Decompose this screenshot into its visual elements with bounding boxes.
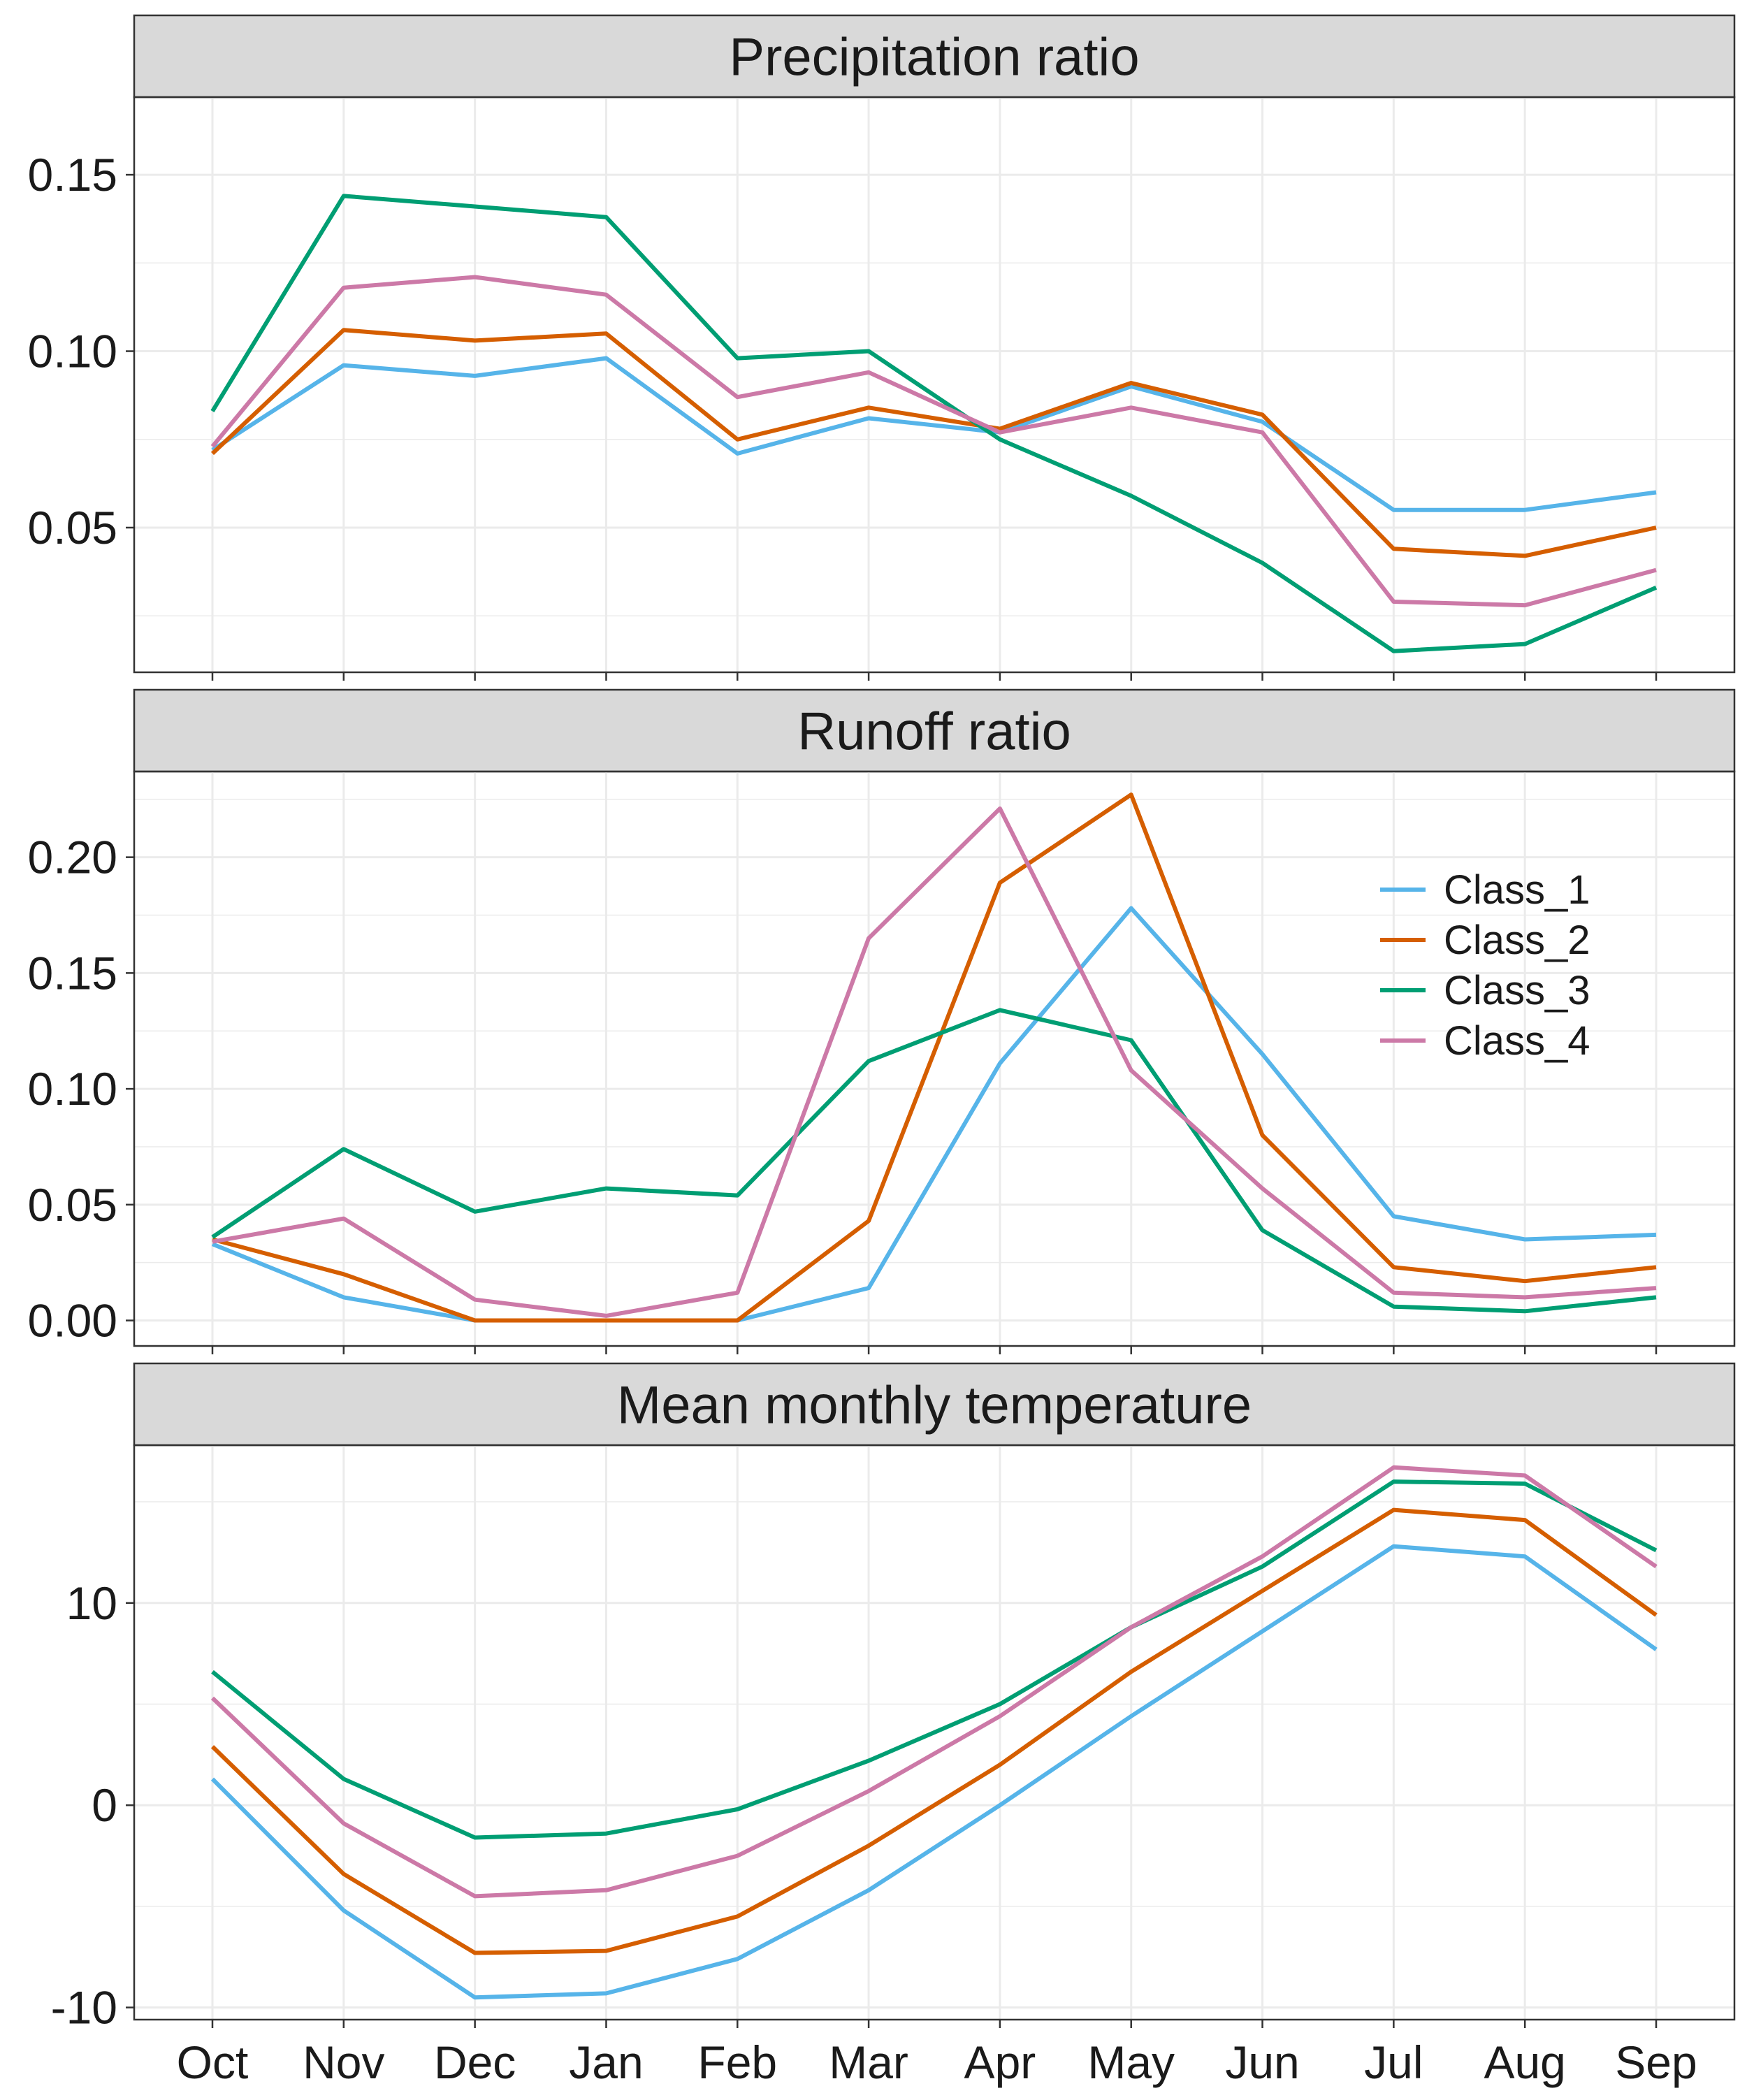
series-line-class-1 (211, 356, 1657, 512)
legend-label: Class_1 (1444, 867, 1590, 913)
legend: Class_1 Class_2 Class_3 Class_4 (1380, 867, 1590, 1064)
y-tick-label: 0.10 (28, 326, 117, 377)
panel-3: Mean monthly temperature -10 0 10 (51, 1362, 1736, 2034)
panel-strip (133, 1362, 1736, 1447)
y-tick-label: 0.15 (28, 947, 117, 999)
panel-border (133, 770, 1736, 1347)
y-tick-label: 10 (66, 1577, 117, 1629)
y-tick-label: 0.00 (28, 1295, 117, 1347)
series-line-class-4 (212, 806, 1657, 1318)
x-tick-label: Feb (697, 2036, 777, 2088)
y-tick-label: 0.10 (28, 1063, 117, 1115)
panel-border (133, 1444, 1736, 2021)
y-tick-label: 0.20 (28, 832, 117, 883)
panel-title: Precipitation ratio (729, 28, 1139, 87)
x-tick-label: Nov (303, 2036, 384, 2088)
y-tick-label: -10 (51, 1982, 117, 2034)
series-line-class-2 (210, 1507, 1658, 1955)
series-line-class-1 (211, 906, 1657, 1323)
series-line-class-4 (210, 1465, 1658, 1899)
panel-border (133, 96, 1736, 674)
y-tick-label: 0.05 (28, 1179, 117, 1231)
y-tick-label: 0 (92, 1779, 117, 1831)
panel-title: Runoff ratio (797, 702, 1071, 762)
legend-label: Class_4 (1444, 1018, 1590, 1064)
panel-title: Mean monthly temperature (617, 1376, 1252, 1435)
series-line-class-2 (212, 792, 1657, 1323)
legend-label: Class_2 (1444, 918, 1590, 963)
legend-label: Class_3 (1444, 968, 1590, 1013)
y-tick-label: 0.05 (28, 502, 117, 553)
x-tick-label: Aug (1484, 2036, 1565, 2088)
series-line-class-3 (210, 194, 1658, 653)
x-tick-label: Mar (829, 2036, 908, 2088)
series-line-class-3 (211, 1008, 1657, 1314)
x-tick-label: May (1087, 2036, 1175, 2088)
y-tick-label: 0.15 (28, 149, 117, 201)
x-tick-label: Jan (569, 2036, 643, 2088)
x-tick-label: Jul (1364, 2036, 1423, 2088)
panel-strip (133, 14, 1736, 99)
series-line-class-2 (210, 328, 1657, 558)
x-tick-label: Sep (1615, 2036, 1697, 2088)
panel-strip (133, 688, 1736, 773)
x-tick-label: Jun (1225, 2036, 1299, 2088)
x-tick-label: Apr (964, 2036, 1036, 2088)
series-line-class-3 (211, 1479, 1658, 1840)
series-line-class-1 (210, 1544, 1658, 2000)
series-line-class-4 (210, 275, 1657, 608)
x-tick-label: Oct (177, 2036, 249, 2088)
panel-2: Runoff ratio0.000.050.100.150.20Class_1C… (28, 688, 1736, 1354)
panel-1: Precipitation ratio 0.05 0.10 0.15 (28, 14, 1736, 681)
x-tick-label: Dec (434, 2036, 516, 2088)
